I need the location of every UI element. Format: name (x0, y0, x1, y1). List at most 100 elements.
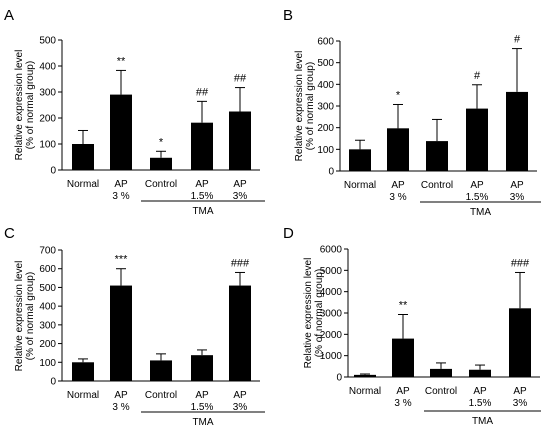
bar (387, 128, 409, 171)
category-label: AP 1.5% (191, 390, 214, 413)
category-label-line: 3% (513, 398, 528, 409)
y-tick-label: 400 (39, 62, 56, 73)
y-tick-label: 1000 (320, 351, 343, 362)
group-label: TMA (470, 207, 491, 218)
significance-label: ### (231, 257, 250, 269)
bar (354, 374, 376, 377)
category-label: AP 3 % (112, 390, 129, 413)
category-label-line: 1.5% (191, 402, 214, 413)
y-tick-label: 100 (39, 358, 56, 369)
category-label-line: 3 % (394, 398, 411, 409)
category-label-line: AP (114, 390, 128, 401)
y-tick-label: 700 (39, 246, 56, 257)
category-label-line: 1.5% (469, 398, 492, 409)
y-axis-label: Relative expression level(% of normal gr… (14, 50, 36, 161)
bar (110, 285, 132, 381)
category-label-line: Normal (67, 179, 99, 190)
bar (509, 308, 531, 377)
significance-label: *** (115, 254, 129, 266)
bar (191, 122, 213, 170)
y-tick-label: 200 (317, 123, 334, 134)
y-tick-label: 300 (317, 102, 334, 113)
significance-label: ** (117, 55, 126, 67)
category-label-line: AP (195, 179, 209, 190)
category-label-line: 3% (233, 402, 248, 413)
category-label-line: AP (233, 390, 247, 401)
panel-C: C Relative expression level(% of normal g… (4, 225, 265, 428)
y-axis-label-line: (% of normal group) (25, 61, 36, 149)
category-label-line: 3 % (112, 191, 129, 202)
significance-label: ### (511, 257, 530, 269)
category-label: AP 3% (513, 386, 528, 409)
category-label: AP 1.5% (466, 180, 489, 203)
category-label-line: Control (145, 179, 177, 190)
category-label: AP 3% (233, 390, 248, 413)
category-label-line: AP (510, 180, 524, 191)
category-label: Control (145, 179, 177, 190)
bar (430, 368, 452, 377)
bar (469, 369, 491, 377)
category-label-line: Normal (349, 386, 381, 397)
group-label: TMA (192, 206, 213, 217)
category-label-line: AP (233, 179, 247, 190)
y-tick-label: 400 (39, 302, 56, 313)
y-axis-label-line: Relative expression level (14, 50, 25, 161)
bar (110, 94, 132, 170)
category-label-line: 3% (233, 191, 248, 202)
category-label-line: Normal (344, 180, 376, 191)
category-label-line: Control (421, 180, 453, 191)
panel-label: B (283, 7, 293, 24)
bar (229, 285, 251, 381)
y-tick-label: 500 (39, 36, 56, 47)
bar (466, 108, 488, 171)
y-tick-label: 2000 (320, 330, 343, 341)
y-axis-label: Relative expression level(% of normal gr… (14, 261, 36, 372)
panel-B: B Relative expression level(% of normal g… (283, 7, 541, 218)
y-tick-label: 0 (50, 166, 56, 177)
category-label-line: AP (513, 386, 527, 397)
significance-label: * (159, 136, 164, 148)
category-label: Control (421, 180, 453, 191)
category-label: Normal (67, 390, 99, 401)
y-tick-label: 600 (317, 37, 334, 48)
y-tick-label: 400 (317, 80, 334, 91)
y-axis-label-line: Relative expression level (294, 51, 305, 162)
bar (150, 360, 172, 381)
category-label: AP 3% (510, 180, 525, 203)
y-tick-label: 0 (336, 373, 342, 384)
category-label: Control (145, 390, 177, 401)
group-label: TMA (472, 416, 493, 427)
bar (72, 144, 94, 170)
category-label: AP 1.5% (191, 179, 214, 202)
y-tick-label: 0 (50, 377, 56, 388)
bar (426, 141, 448, 171)
category-label: AP 3% (233, 179, 248, 202)
y-axis-label-line: (% of normal group) (314, 269, 325, 357)
category-label: AP 1.5% (469, 386, 492, 409)
y-axis-label-line: (% of normal group) (25, 272, 36, 360)
bar (150, 157, 172, 170)
category-label: Normal (67, 179, 99, 190)
category-label: Normal (349, 386, 381, 397)
y-axis-label-line: Relative expression level (303, 258, 314, 369)
category-label-line: AP (195, 390, 209, 401)
y-tick-label: 200 (39, 114, 56, 125)
category-label: Normal (344, 180, 376, 191)
y-axis-label: Relative expression level(% of normal gr… (294, 51, 316, 162)
y-tick-label: 300 (39, 88, 56, 99)
category-label-line: 1.5% (466, 192, 489, 203)
category-label-line: Control (145, 390, 177, 401)
category-label-line: Control (425, 386, 457, 397)
y-tick-label: 100 (317, 145, 334, 156)
significance-label: ** (399, 299, 408, 311)
category-label-line: AP (396, 386, 410, 397)
category-label-line: 3 % (112, 402, 129, 413)
y-axis-label: Relative expression level(% of normal gr… (303, 258, 325, 369)
y-tick-label: 500 (317, 58, 334, 69)
bar (392, 338, 414, 377)
category-label-line: AP (470, 180, 484, 191)
category-label-line: AP (473, 386, 487, 397)
significance-label: ## (196, 86, 209, 98)
category-label-line: 3 % (389, 192, 406, 203)
panel-A: A Relative expression level(% of normal g… (4, 7, 265, 217)
